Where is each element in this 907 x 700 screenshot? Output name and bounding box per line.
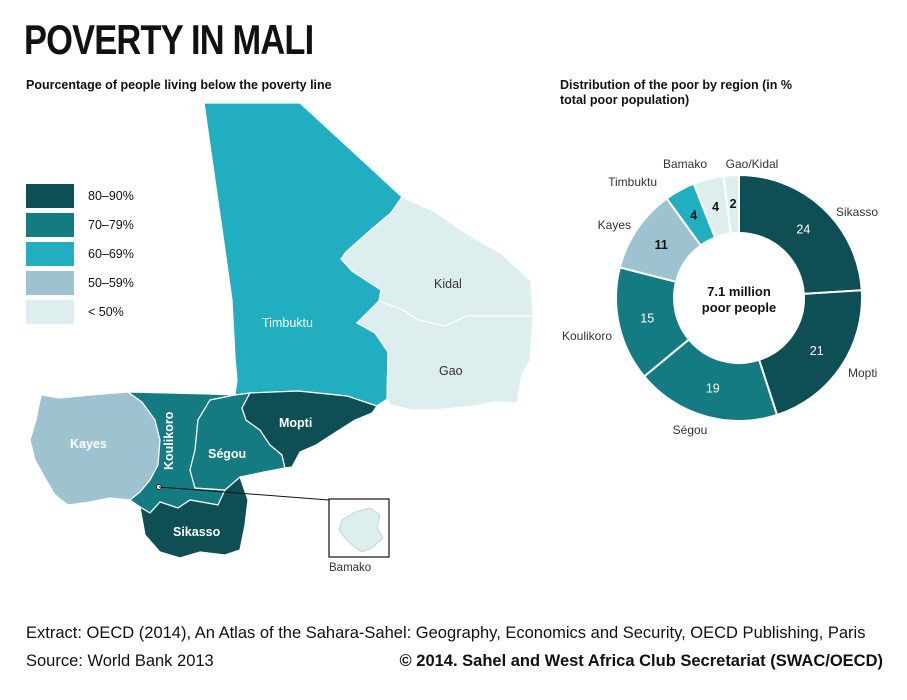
label-gao: Gao bbox=[439, 364, 463, 378]
map-legend: 80–90% 70–79% 60–69% 50–59% < 50% bbox=[26, 181, 134, 326]
donut-value-label: 4 bbox=[690, 209, 697, 223]
legend-swatch bbox=[26, 299, 74, 324]
legend-swatch bbox=[26, 241, 74, 266]
legend-label: 60–69% bbox=[88, 246, 134, 261]
legend-label: 80–90% bbox=[88, 188, 134, 203]
page-title: POVERTY IN MALI bbox=[24, 16, 314, 63]
footer-copyright: © 2014. Sahel and West Africa Club Secre… bbox=[399, 652, 883, 670]
label-kayes: Kayes bbox=[70, 437, 107, 451]
donut-category-label: Ségou bbox=[673, 423, 708, 437]
donut-category-label: Mopti bbox=[848, 366, 877, 380]
legend-item: 50–59% bbox=[26, 268, 134, 297]
footer-extract: Extract: OECD (2014), An Atlas of the Sa… bbox=[26, 624, 866, 642]
legend-label: 70–79% bbox=[88, 217, 134, 232]
donut-value-label: 21 bbox=[810, 344, 824, 358]
label-kidal: Kidal bbox=[434, 277, 462, 291]
donut-category-label: Sikasso bbox=[836, 205, 878, 219]
bamako-leader-line bbox=[158, 486, 330, 501]
donut-value-label: 15 bbox=[640, 312, 654, 326]
label-bamako: Bamako bbox=[329, 562, 371, 574]
donut-center-label: 7.1 million bbox=[707, 284, 771, 299]
donut-slice-mopti[interactable] bbox=[757, 289, 863, 417]
donut-value-label: 4 bbox=[712, 200, 719, 214]
donut-chart: 24Sikasso21Mopti19Ségou15Koulikoro11Kaye… bbox=[562, 157, 878, 437]
legend-swatch bbox=[26, 212, 74, 237]
region-sikasso[interactable] bbox=[139, 475, 249, 559]
donut-slice-gaokidal[interactable] bbox=[722, 173, 740, 235]
legend-swatch bbox=[26, 183, 74, 208]
legend-item: 70–79% bbox=[26, 210, 134, 239]
region-mopti[interactable] bbox=[241, 390, 378, 469]
donut-subtitle: Distribution of the poor by region (in %… bbox=[560, 78, 792, 107]
map-subtitle: Pourcentage of people living below the p… bbox=[26, 78, 332, 92]
region-gao[interactable] bbox=[356, 300, 534, 411]
label-mopti: Mopti bbox=[279, 416, 312, 430]
legend-item: 60–69% bbox=[26, 239, 134, 268]
legend-item: < 50% bbox=[26, 297, 134, 326]
legend-item: 80–90% bbox=[26, 181, 134, 210]
legend-label: < 50% bbox=[88, 304, 124, 319]
donut-value-label: 19 bbox=[706, 381, 720, 395]
donut-category-label: Koulikoro bbox=[562, 329, 612, 343]
legend-label: 50–59% bbox=[88, 275, 134, 290]
bamako-inset-shape[interactable] bbox=[338, 507, 384, 553]
label-timbuktu: Timbuktu bbox=[262, 316, 313, 330]
donut-category-label: Kayes bbox=[598, 218, 631, 232]
legend-swatch bbox=[26, 270, 74, 295]
donut-category-label: Bamako bbox=[663, 157, 707, 171]
donut-value-label: 2 bbox=[730, 197, 737, 211]
donut-center-label: poor people bbox=[702, 300, 776, 315]
donut-value-label: 11 bbox=[655, 238, 668, 252]
donut-value-label: 24 bbox=[796, 222, 810, 236]
donut-category-label: Gao/Kidal bbox=[726, 157, 779, 171]
label-koulikoro: Koulikoro bbox=[162, 411, 176, 470]
footer-source: Source: World Bank 2013 bbox=[26, 652, 214, 670]
label-segou: Ségou bbox=[208, 447, 246, 461]
donut-slice-sikasso[interactable] bbox=[738, 173, 863, 295]
donut-category-label: Timbuktu bbox=[608, 175, 657, 189]
label-sikasso: Sikasso bbox=[173, 525, 221, 539]
